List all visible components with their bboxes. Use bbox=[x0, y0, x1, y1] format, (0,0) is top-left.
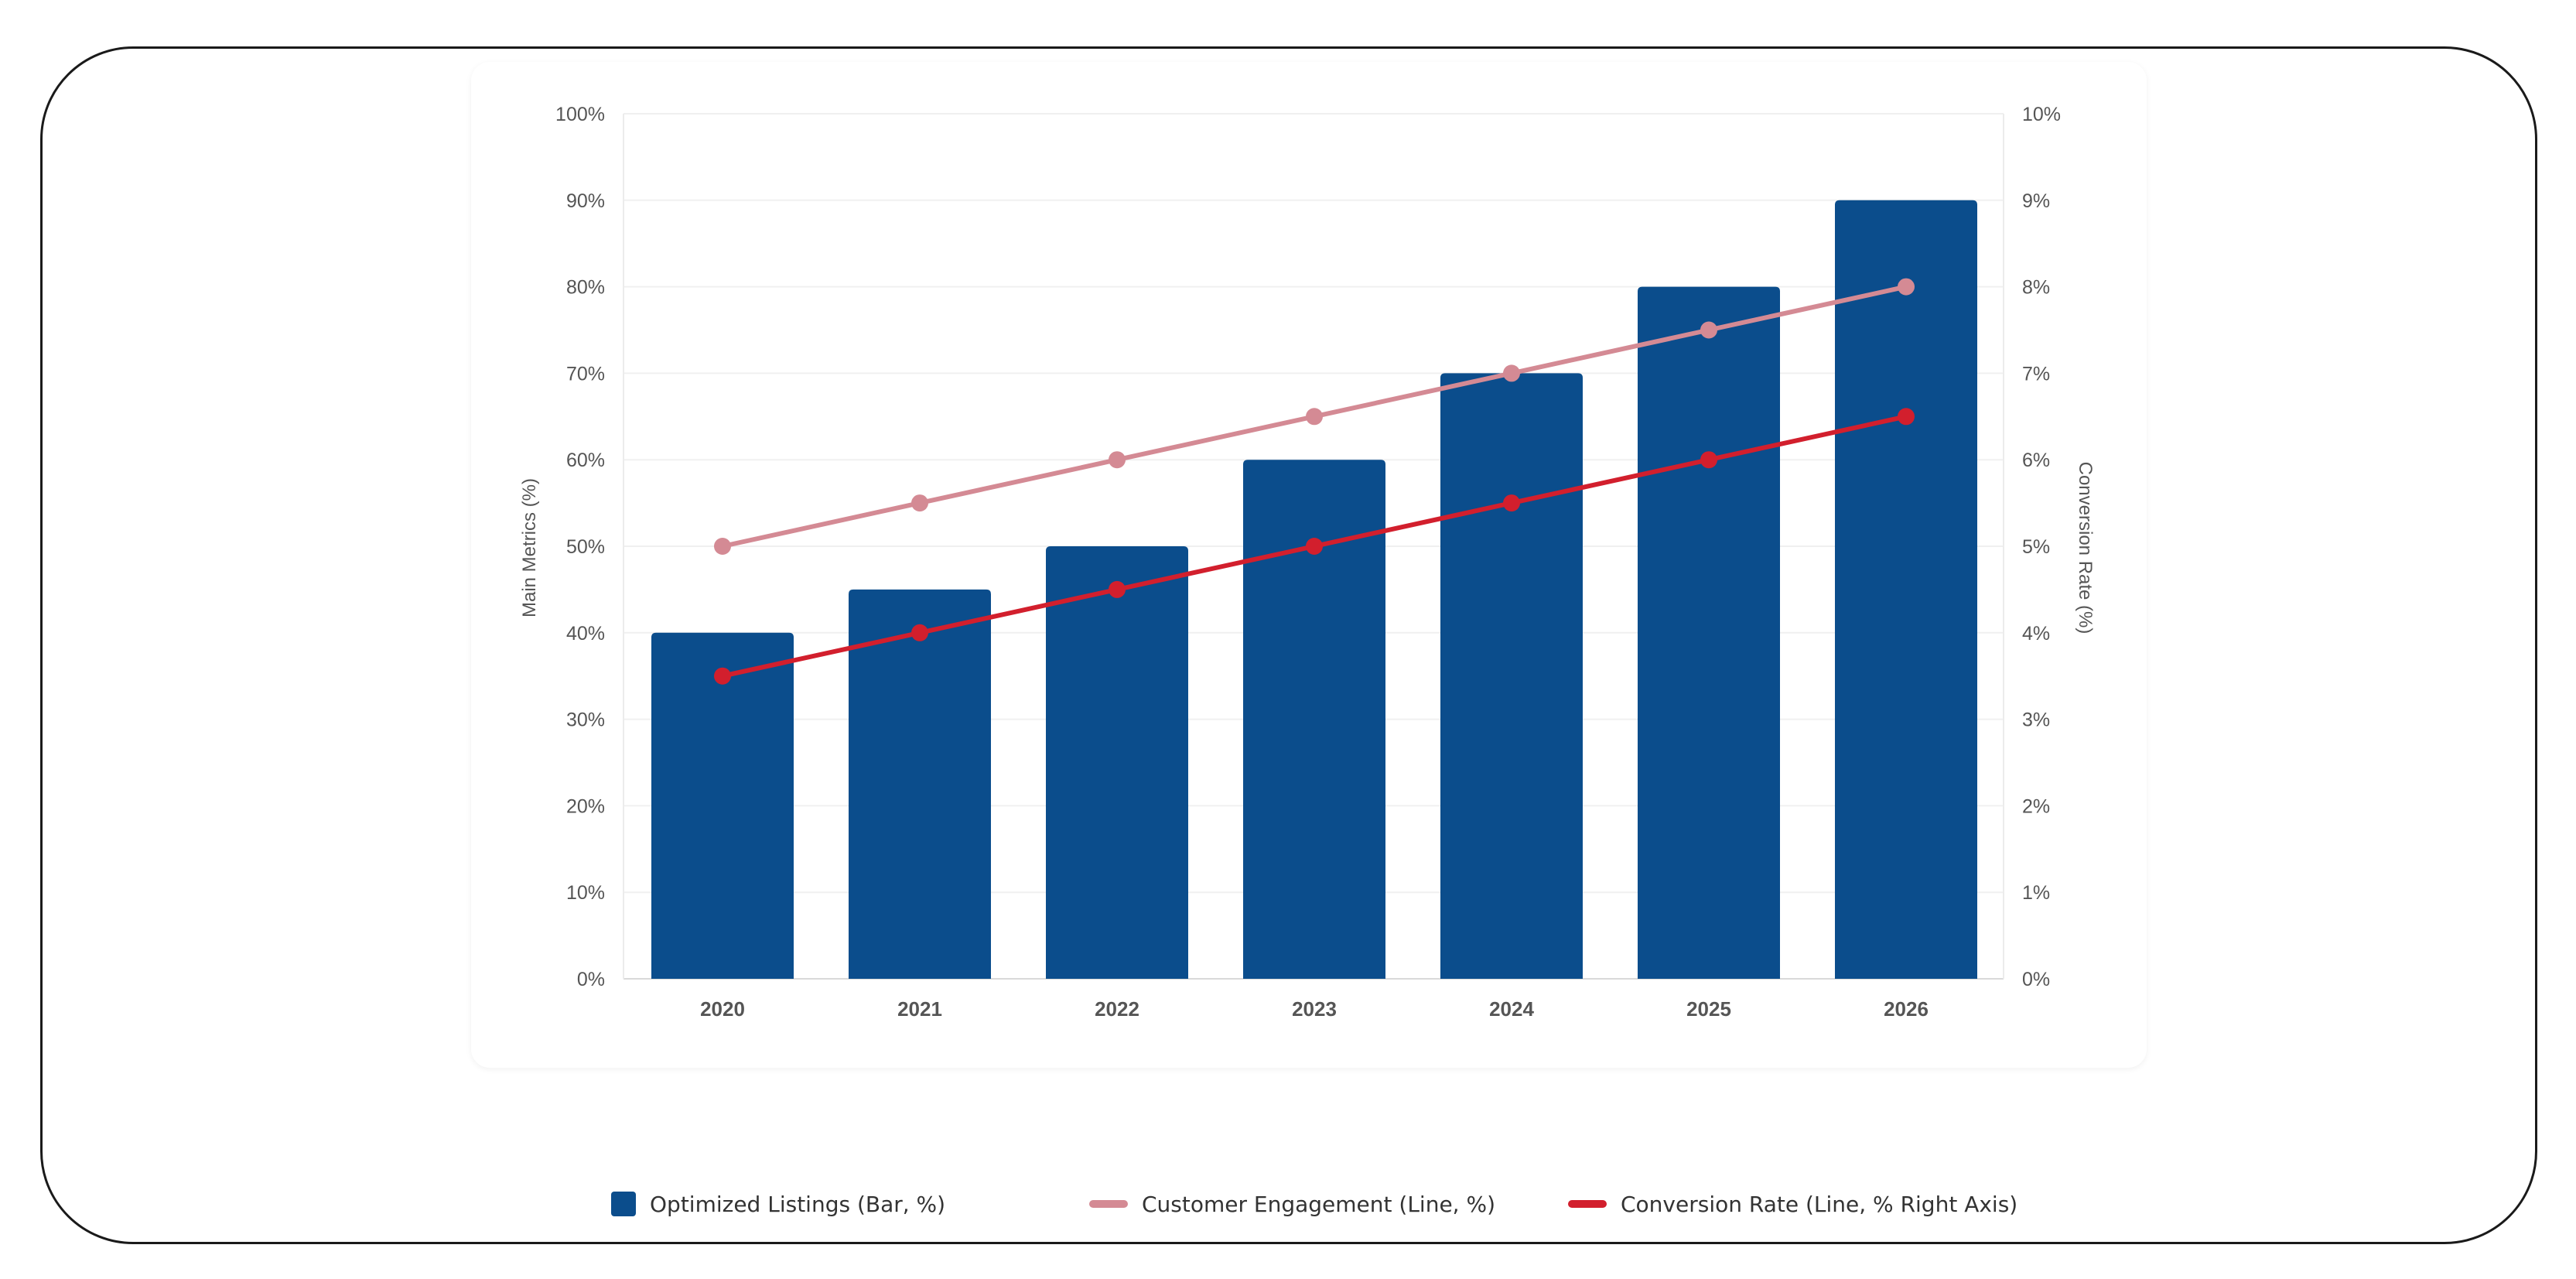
bar bbox=[1835, 200, 1977, 979]
x-tick-label: 2022 bbox=[1095, 997, 1139, 1021]
x-tick-label: 2024 bbox=[1489, 997, 1534, 1021]
chart-legend: Optimized Listings (Bar, %) Customer Eng… bbox=[0, 1188, 2576, 1220]
bar bbox=[1046, 546, 1188, 979]
left-axis-title: Main Metrics (%) bbox=[519, 478, 540, 617]
right-tick-label: 10% bbox=[2022, 104, 2061, 125]
bar bbox=[1638, 286, 1780, 980]
legend-item-conversion-rate[interactable]: Conversion Rate (Line, % Right Axis) bbox=[1568, 1188, 2017, 1220]
line-point bbox=[1306, 538, 1323, 555]
line-point bbox=[1700, 451, 1717, 469]
bar bbox=[849, 589, 991, 979]
left-tick-label: 10% bbox=[566, 882, 605, 904]
right-axis-title: Conversion Rate (%) bbox=[2075, 462, 2096, 634]
left-axis-ticks: 0% 10% 20% 30% 40% 50% 60% 70% 80% 90% 100% bbox=[555, 104, 605, 990]
x-tick-label: 2025 bbox=[1686, 997, 1731, 1021]
line-point bbox=[1503, 364, 1520, 382]
right-axis-ticks: 0% 1% 2% 3% 4% 5% 6% 7% 8% 9% 10% bbox=[2022, 104, 2061, 990]
left-tick-label: 70% bbox=[566, 363, 605, 385]
right-tick-label: 9% bbox=[2022, 190, 2050, 212]
legend-label: Conversion Rate (Line, % Right Axis) bbox=[1621, 1191, 2018, 1217]
legend-label: Customer Engagement (Line, %) bbox=[1142, 1191, 1496, 1217]
left-tick-label: 30% bbox=[566, 710, 605, 731]
legend-item-customer-engagement[interactable]: Customer Engagement (Line, %) bbox=[1089, 1188, 1495, 1220]
line-point bbox=[714, 538, 731, 555]
line-point bbox=[911, 624, 928, 641]
line-point bbox=[714, 667, 731, 685]
line-series bbox=[714, 278, 1915, 685]
right-tick-label: 4% bbox=[2022, 623, 2050, 645]
line-point bbox=[1503, 494, 1520, 512]
line-point bbox=[1109, 580, 1126, 598]
x-tick-label: 2026 bbox=[1884, 997, 1929, 1021]
legend-swatch-line bbox=[1568, 1200, 1607, 1208]
right-tick-label: 8% bbox=[2022, 277, 2050, 299]
x-tick-label: 2021 bbox=[897, 997, 942, 1021]
x-tick-label: 2023 bbox=[1292, 997, 1337, 1021]
left-tick-label: 0% bbox=[577, 969, 605, 990]
right-tick-label: 6% bbox=[2022, 450, 2050, 471]
left-tick-label: 50% bbox=[566, 536, 605, 558]
line-point bbox=[911, 494, 928, 512]
line-point bbox=[1306, 408, 1323, 426]
legend-swatch-bar bbox=[611, 1192, 636, 1216]
line-point bbox=[1109, 451, 1126, 469]
legend-swatch-line bbox=[1089, 1200, 1128, 1208]
right-tick-label: 0% bbox=[2022, 969, 2050, 990]
left-tick-label: 60% bbox=[566, 450, 605, 471]
left-tick-label: 100% bbox=[555, 104, 605, 125]
line-point bbox=[1898, 278, 1915, 296]
left-tick-label: 80% bbox=[566, 277, 605, 299]
right-tick-label: 5% bbox=[2022, 536, 2050, 558]
x-tick-label: 2020 bbox=[700, 997, 745, 1021]
left-tick-label: 90% bbox=[566, 190, 605, 212]
right-tick-label: 7% bbox=[2022, 363, 2050, 385]
bar bbox=[651, 632, 794, 979]
legend-item-optimized-listings[interactable]: Optimized Listings (Bar, %) bbox=[611, 1188, 945, 1220]
line-point bbox=[1898, 408, 1915, 426]
left-tick-label: 20% bbox=[566, 795, 605, 817]
left-tick-label: 40% bbox=[566, 623, 605, 645]
right-tick-label: 1% bbox=[2022, 882, 2050, 904]
right-tick-label: 3% bbox=[2022, 710, 2050, 731]
bar-series bbox=[651, 200, 1977, 980]
x-axis-ticks: 2020 2021 2022 2023 2024 2025 2026 bbox=[700, 997, 1929, 1021]
line-point bbox=[1700, 321, 1717, 339]
bar bbox=[1440, 373, 1583, 979]
legend-label: Optimized Listings (Bar, %) bbox=[650, 1191, 946, 1217]
bar bbox=[1243, 460, 1385, 979]
right-tick-label: 2% bbox=[2022, 795, 2050, 817]
